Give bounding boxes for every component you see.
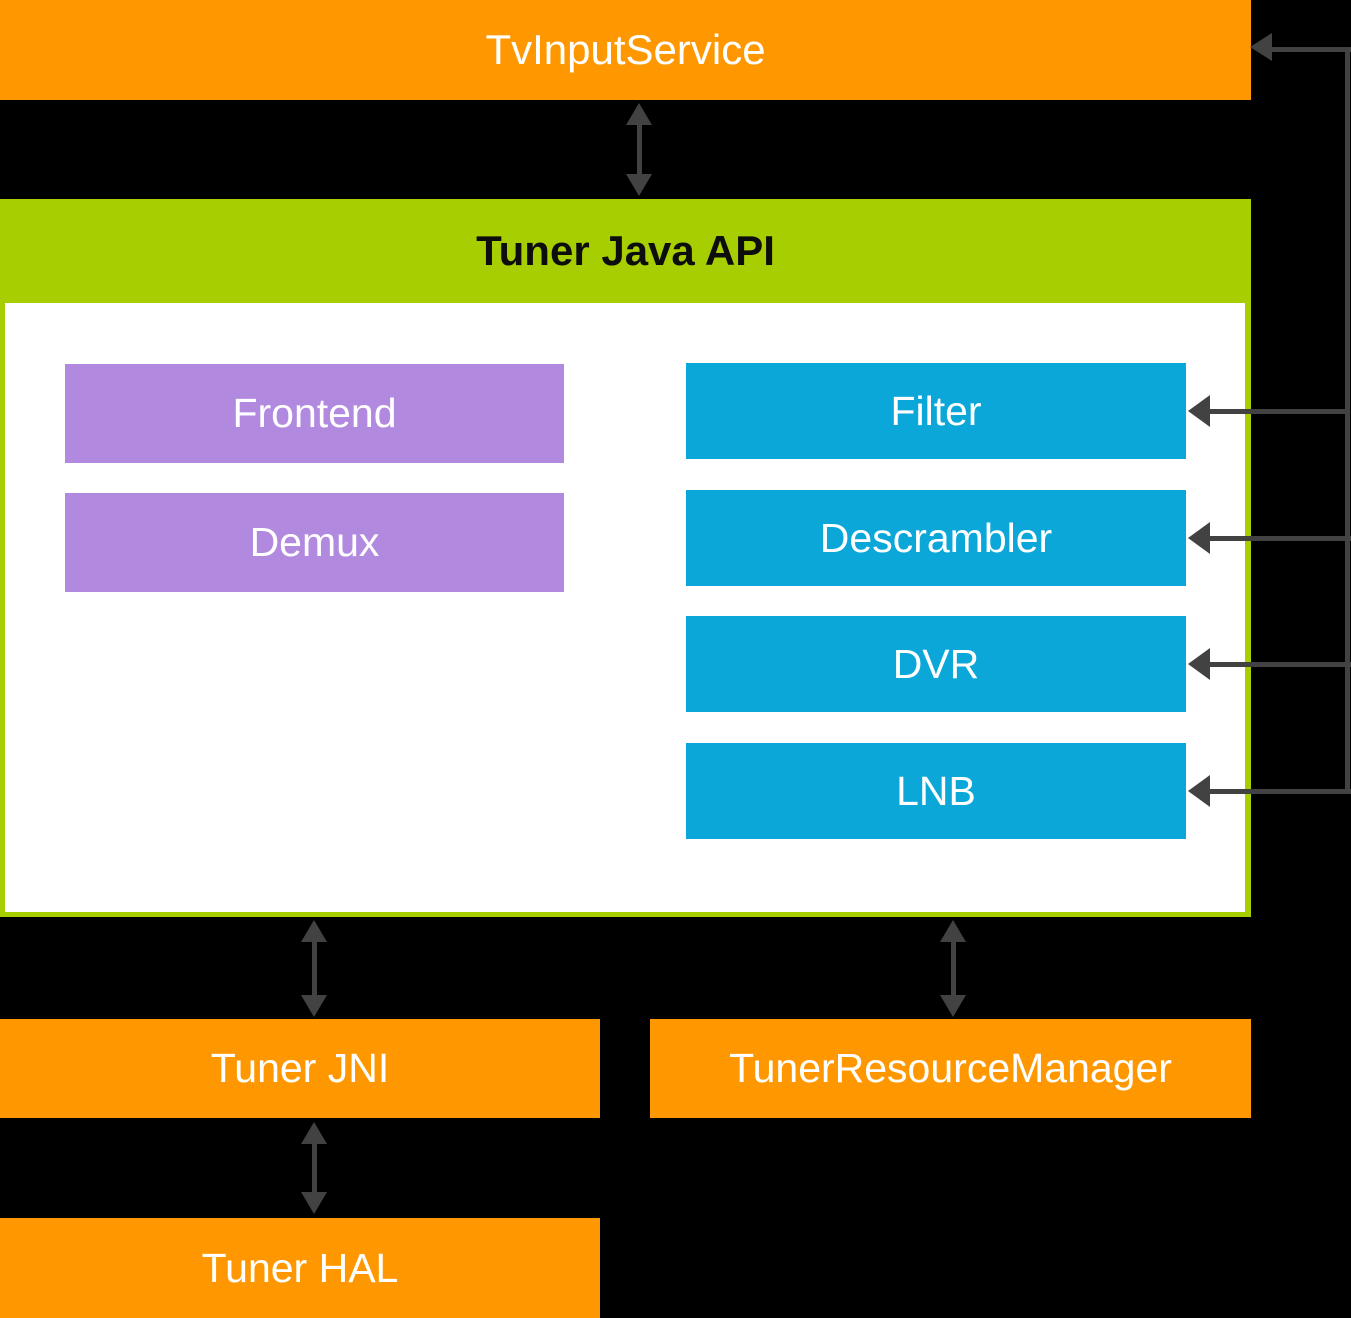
arrow-bus-to-descrambler-line	[1209, 536, 1351, 541]
arrow-down-head-icon	[626, 174, 652, 196]
arrow-up-head-icon	[940, 920, 966, 942]
node-tunerresourcemanager-label: TunerResourceManager	[729, 1045, 1172, 1091]
node-tunerresourcemanager: TunerResourceManager	[650, 1019, 1251, 1118]
arrow-shaft	[311, 938, 317, 999]
arrow-up-head-icon	[626, 103, 652, 125]
node-demux-label: Demux	[249, 519, 380, 565]
node-descrambler-label: Descrambler	[819, 514, 1053, 561]
arrow-bus-to-tvinputservice-line	[1268, 47, 1351, 52]
arrow-up-head-icon	[301, 920, 327, 942]
node-filter: Filter	[686, 363, 1186, 459]
arrow-shaft	[950, 938, 956, 999]
arrow-up-head-icon	[301, 1122, 327, 1144]
arrow-bus-to-lnb-head-icon	[1188, 775, 1210, 807]
arrow-shaft	[311, 1140, 317, 1196]
node-tuner-hal-label: Tuner HAL	[201, 1244, 399, 1291]
arrow-bus-to-dvr-line	[1209, 662, 1351, 667]
node-tuner-jni-label: Tuner JNI	[210, 1045, 390, 1091]
node-descrambler: Descrambler	[686, 490, 1186, 586]
arrow-bus-to-filter-head-icon	[1188, 395, 1210, 427]
arrow-bus-to-descrambler-head-icon	[1188, 522, 1210, 554]
arrow-down-head-icon	[301, 995, 327, 1017]
arrow-down-head-icon	[301, 1192, 327, 1214]
bidirectional-arrow-tunerjavaapi-tunerjni-icon	[301, 920, 327, 1017]
right-bus-line	[1345, 47, 1350, 794]
node-frontend: Frontend	[65, 364, 564, 463]
node-tuner-jni: Tuner JNI	[0, 1019, 600, 1118]
arrow-down-head-icon	[940, 995, 966, 1017]
node-tuner-java-api-header: Tuner Java API	[0, 199, 1251, 303]
node-tvinputservice: TvInputService	[0, 0, 1251, 100]
node-tuner-java-api-label: Tuner Java API	[476, 227, 775, 274]
node-lnb-label: LNB	[896, 767, 976, 814]
bidirectional-arrow-tunerjni-tunerhal-icon	[301, 1122, 327, 1214]
node-filter-label: Filter	[890, 387, 982, 434]
node-demux: Demux	[65, 493, 564, 592]
arrow-bus-to-dvr-head-icon	[1188, 648, 1210, 680]
bidirectional-arrow-tunerjavaapi-tunerresourcemanager-icon	[940, 920, 966, 1017]
arrow-bus-to-lnb-line	[1209, 789, 1351, 794]
node-tvinputservice-label: TvInputService	[485, 26, 766, 73]
node-tuner-hal: Tuner HAL	[0, 1218, 600, 1318]
arrow-bus-to-tvinputservice-head-icon	[1250, 33, 1272, 61]
arrow-bus-to-filter-line	[1209, 409, 1350, 414]
node-frontend-label: Frontend	[232, 390, 397, 436]
bidirectional-arrow-tvinputservice-tunerjavaapi-icon	[626, 103, 652, 196]
node-dvr-label: DVR	[892, 640, 980, 687]
arrow-shaft	[636, 121, 642, 178]
node-dvr: DVR	[686, 616, 1186, 712]
node-lnb: LNB	[686, 743, 1186, 839]
